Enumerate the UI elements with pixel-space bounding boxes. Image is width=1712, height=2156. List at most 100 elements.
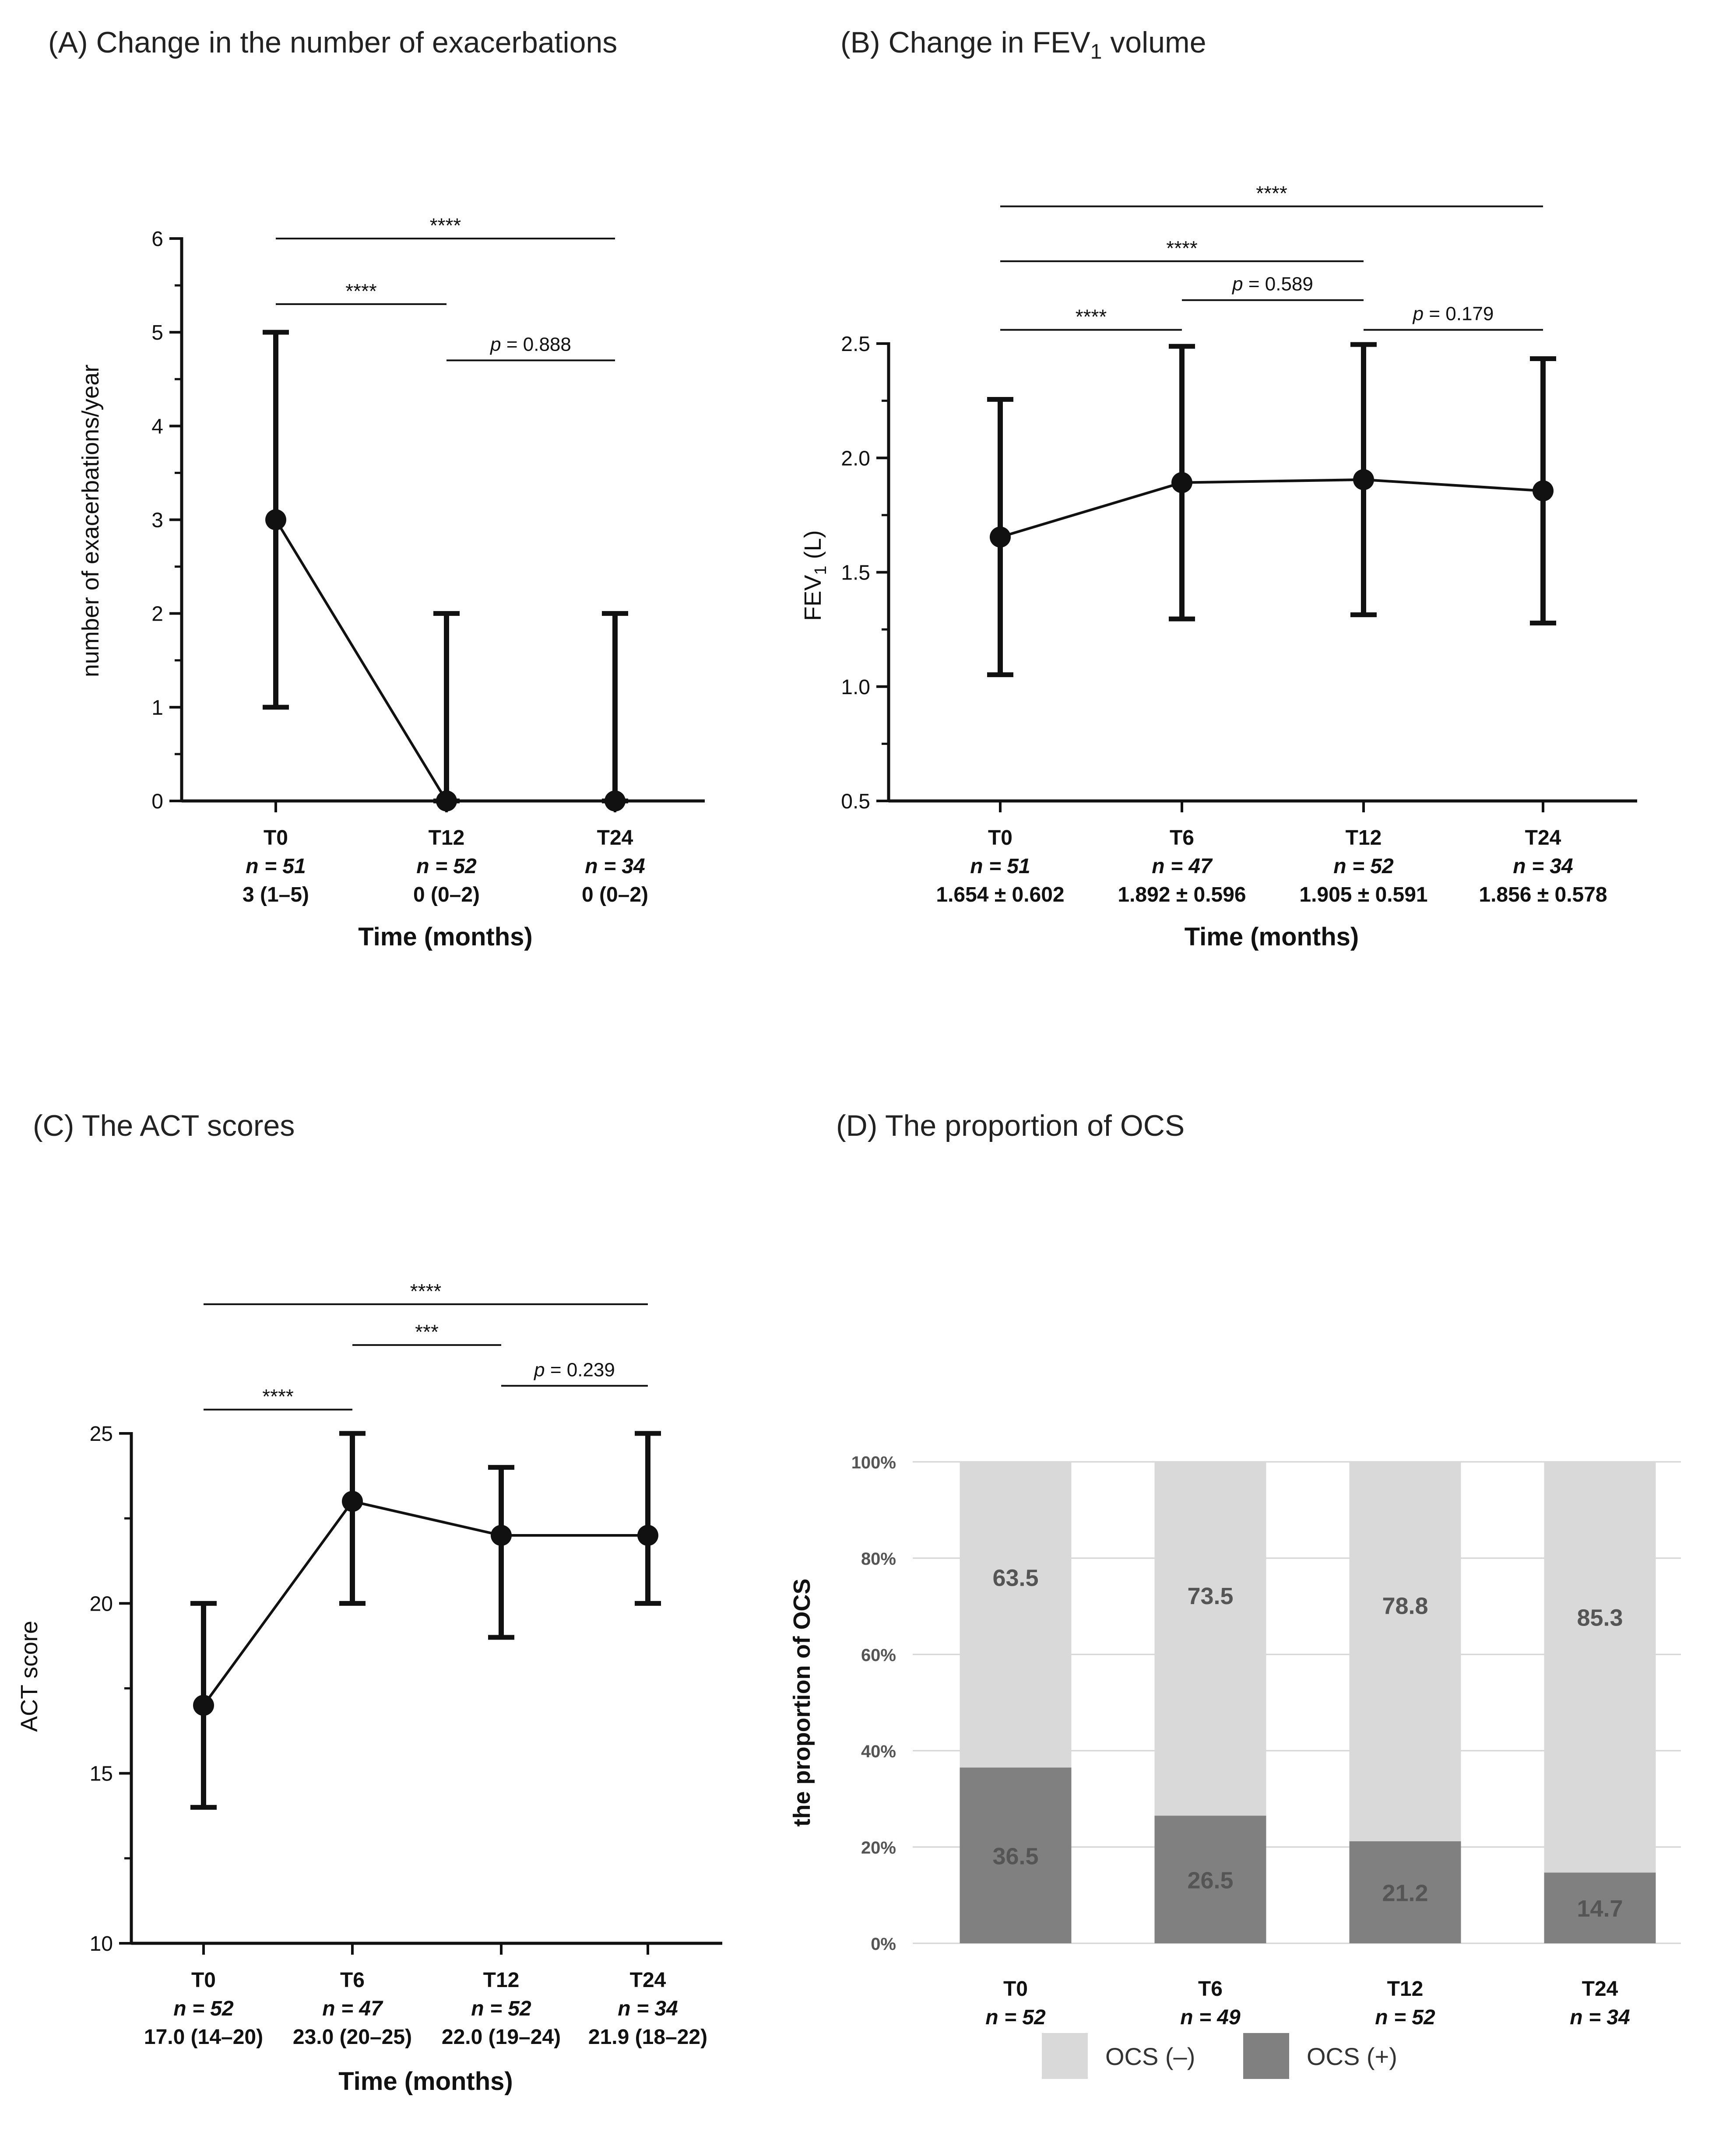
y-axis-label-sub: 1 — [812, 565, 830, 575]
panel-a-chart: 0 1 2 3 4 5 6 number of exacerbations/year T0 n =… — [77, 214, 705, 951]
x-category-stat: 23.0 (20–25) — [293, 2026, 412, 2049]
x-category-n: n = 34 — [585, 855, 645, 878]
x-category-n: n = 47 — [322, 1997, 383, 2020]
x-category-label: T24 — [630, 1969, 666, 1992]
bar-segment-ocs-positive — [960, 1767, 1072, 1943]
x-category-stat: 1.856 ± 0.578 — [1479, 883, 1607, 906]
panel-b-title: (B) Change in FEV1 volume — [840, 26, 1206, 63]
y-tick-label: 0.5 — [841, 790, 870, 813]
x-category-n: n = 52 — [985, 2006, 1046, 2029]
y-tick-label: 3 — [151, 509, 163, 532]
x-category-n: n = 49 — [1180, 2006, 1241, 2029]
y-tick-label: 100% — [851, 1453, 896, 1472]
bar-value-label: 85.3 — [1577, 1605, 1623, 1631]
y-axis-label: FEV1 (L) — [800, 530, 830, 621]
panel-c-chart: 10 15 20 25 ACT score T0 n = 52 17.0 (14–20) T6 n… — [16, 1280, 722, 2096]
bar-segment-ocs-negative — [1544, 1462, 1656, 1873]
legend-label: OCS (+) — [1307, 2043, 1397, 2070]
y-tick-label: 40% — [861, 1742, 896, 1761]
series-line-segment — [1000, 481, 1182, 538]
y-tick-label: 60% — [861, 1646, 896, 1665]
x-category-stat: 22.0 (19–24) — [442, 2026, 561, 2049]
x-category-n: n = 51 — [246, 855, 306, 878]
significance-value: = 0.888 — [501, 334, 571, 355]
y-axis-label-main: FEV — [800, 575, 826, 621]
significance-label: **** — [1256, 182, 1287, 205]
significance-label: p = 0.888 — [489, 334, 571, 355]
y-tick-label: 0% — [871, 1935, 896, 1954]
y-tick-label: 25 — [90, 1422, 113, 1446]
x-category-n: n = 34 — [1513, 855, 1573, 878]
bar-segment-ocs-negative — [960, 1462, 1072, 1768]
legend-swatch — [1243, 2033, 1289, 2079]
x-category-n: n = 34 — [618, 1997, 678, 2020]
x-category-n: n = 51 — [970, 855, 1030, 878]
x-category-label: T6 — [1170, 826, 1194, 850]
bar-segment-ocs-positive — [1154, 1815, 1266, 1943]
data-point — [436, 790, 457, 811]
data-point — [637, 1525, 658, 1546]
x-category-n: n = 52 — [471, 1997, 531, 2020]
panel-b-title-main: (B) Change in FEV — [840, 26, 1090, 59]
x-category-n: n = 52 — [1375, 2006, 1435, 2029]
data-point — [193, 1695, 214, 1716]
y-tick-label: 2.5 — [841, 333, 870, 356]
x-category-stat: 17.0 (14–20) — [144, 2026, 263, 2049]
x-category-stat: 0 (0–2) — [413, 883, 480, 906]
data-point — [1171, 472, 1192, 493]
x-category-label: T12 — [483, 1969, 520, 1992]
x-category-n: n = 34 — [1570, 2006, 1630, 2029]
panel-b-chart: 0.5 1.0 1.5 2.0 2.5 FEV1 (L) T0 n = 51 1.654 ± 0… — [800, 182, 1637, 951]
significance-label: **** — [1166, 237, 1198, 260]
y-tick-label: 20 — [90, 1592, 113, 1615]
x-category-label: T0 — [1003, 1977, 1028, 2001]
y-tick-label: 1.0 — [841, 676, 870, 699]
x-category-n: n = 52 — [416, 855, 477, 878]
x-category-n: n = 47 — [1152, 855, 1213, 878]
bar-segment-ocs-positive — [1544, 1872, 1656, 1943]
x-category-stat: 21.9 (18–22) — [588, 2026, 707, 2049]
panel-b-title-sub: 1 — [1090, 40, 1102, 63]
series-line-segment — [274, 519, 448, 802]
x-category-n: n = 52 — [1333, 855, 1394, 878]
bar-value-label: 78.8 — [1382, 1593, 1428, 1619]
significance-value: = 0.179 — [1424, 303, 1494, 325]
data-point — [342, 1491, 363, 1512]
y-tick-label: 2 — [151, 603, 163, 626]
x-category-label: T24 — [1525, 826, 1561, 850]
series-line-segment — [1363, 478, 1543, 492]
significance-label: **** — [1076, 305, 1107, 328]
x-category-label: T6 — [1198, 1977, 1223, 2001]
significance-p: p — [533, 1359, 545, 1380]
data-point — [265, 509, 286, 530]
significance-label: **** — [262, 1385, 294, 1408]
legend-label: OCS (–) — [1105, 2043, 1195, 2070]
y-tick-label: 20% — [861, 1838, 896, 1858]
y-tick-label: 15 — [90, 1763, 113, 1786]
significance-p: p — [1412, 303, 1424, 325]
panel-d-chart: 0% 20% 40% 60% 80% 100% the proportion of OCS 3… — [789, 1453, 1681, 2079]
legend-swatch — [1042, 2033, 1088, 2079]
x-axis-label: Time (months) — [358, 923, 533, 951]
x-category-label: T6 — [340, 1969, 365, 1992]
x-category-label: T24 — [1582, 1977, 1618, 2001]
bar-value-label: 26.5 — [1187, 1867, 1233, 1893]
x-category-stat: 1.905 ± 0.591 — [1299, 883, 1427, 906]
significance-label: **** — [430, 214, 461, 237]
y-axis-label: the proportion of OCS — [789, 1579, 815, 1827]
significance-label: p = 0.589 — [1231, 274, 1313, 295]
y-axis-label: ACT score — [16, 1621, 42, 1732]
bar-segment-ocs-positive — [1349, 1841, 1461, 1943]
x-category-stat: 0 (0–2) — [582, 883, 648, 906]
x-category-label: T0 — [191, 1969, 216, 1992]
significance-p: p — [1231, 274, 1243, 295]
y-tick-label: 10 — [90, 1932, 113, 1956]
data-point — [1533, 480, 1554, 502]
y-tick-label: 1 — [151, 696, 163, 720]
bar-value-label: 14.7 — [1577, 1896, 1623, 1922]
significance-value: = 0.589 — [1243, 274, 1313, 295]
x-category-label: T12 — [1346, 826, 1382, 850]
significance-label: p = 0.239 — [533, 1359, 615, 1380]
x-category-label: T0 — [264, 826, 288, 850]
